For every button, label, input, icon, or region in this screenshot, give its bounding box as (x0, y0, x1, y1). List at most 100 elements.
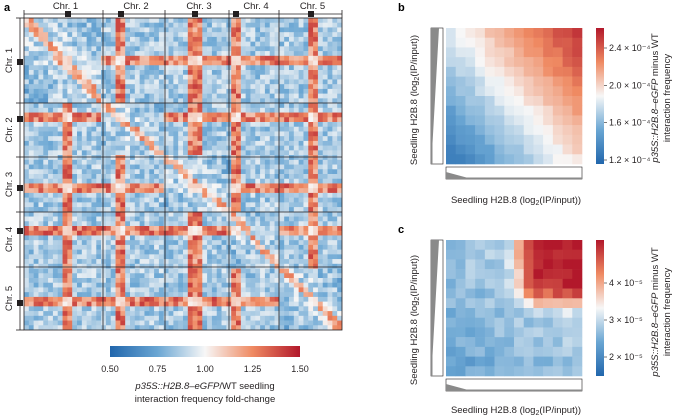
heatmap-cell (28, 178, 34, 184)
heatmap-cell (120, 155, 126, 161)
heatmap-cell (48, 230, 54, 236)
heatmap-cell (154, 88, 160, 94)
heatmap-cell (86, 74, 92, 80)
heatmap-cell (120, 287, 126, 293)
heatmap-cell (158, 278, 165, 284)
heatmap-cell (298, 112, 304, 118)
heatmap-cell (337, 136, 342, 142)
heatmap-cell (43, 249, 49, 255)
chromosome-label-top: Chr. 2 (123, 1, 148, 12)
saddle-cell (484, 366, 495, 377)
heatmap-cell (255, 159, 261, 165)
heatmap-cell (279, 226, 285, 232)
heatmap-cell (57, 174, 63, 180)
heatmap-cell (110, 136, 116, 142)
heatmap-cell (48, 207, 54, 213)
heatmap-cell (105, 112, 112, 118)
saddle-cell (552, 144, 563, 155)
heatmap-cell (264, 159, 271, 165)
heatmap-cell (183, 221, 189, 227)
heatmap-cell (284, 240, 290, 246)
heatmap-cell (67, 46, 73, 52)
heatmap-cell (105, 325, 112, 330)
heatmap-cell (105, 178, 112, 184)
heatmap-cell (43, 136, 49, 142)
heatmap-cell (125, 315, 131, 321)
heatmap-cell (322, 320, 328, 326)
heatmap-cell (245, 315, 251, 321)
heatmap-cell (245, 60, 251, 66)
heatmap-cell (24, 169, 30, 175)
heatmap-cell (86, 292, 92, 298)
heatmap-cell (269, 27, 275, 33)
heatmap-cell (236, 22, 242, 28)
heatmap-cell (57, 296, 63, 302)
heatmap-cell (245, 164, 251, 170)
heatmap-cell (28, 226, 34, 232)
heatmap-cell (317, 188, 324, 194)
saddle-cell (514, 96, 525, 107)
heatmap-cell (207, 112, 213, 118)
heatmap-cell (48, 70, 54, 76)
heatmap-cell (144, 169, 150, 175)
heatmap-cell (38, 226, 44, 232)
heatmap-cell (289, 282, 295, 288)
heatmap-cell (332, 22, 338, 28)
heatmap-cell (269, 249, 275, 255)
heatmap-cell (250, 32, 256, 38)
heatmap-cell (240, 244, 246, 250)
heatmap-cell (308, 230, 314, 236)
heatmap-cell (86, 263, 92, 269)
heatmap-cell (48, 216, 54, 222)
heatmap-cell (308, 84, 314, 90)
heatmap-cell (260, 188, 266, 194)
heatmap-cell (202, 126, 208, 132)
saddle-cell (504, 308, 515, 319)
heatmap-cell (255, 164, 261, 170)
heatmap-cell (284, 174, 290, 180)
heatmap-cell (130, 107, 136, 113)
heatmap-cell (221, 164, 227, 170)
heatmap-cell (322, 211, 328, 217)
heatmap-cell (144, 202, 150, 208)
heatmap-cell (125, 216, 131, 222)
heatmap-cell (28, 207, 34, 213)
heatmap-cell (163, 174, 169, 180)
heatmap-cell (192, 98, 198, 104)
panel-b-heatmap (446, 28, 583, 165)
heatmap-cell (274, 103, 280, 109)
saddle-cell (475, 144, 486, 155)
heatmap-cell (28, 55, 34, 61)
heatmap-cell (289, 259, 295, 265)
heatmap-cell (115, 311, 121, 317)
heatmap-cell (67, 174, 73, 180)
heatmap-cell (211, 93, 218, 99)
heatmap-cell (207, 207, 213, 213)
heatmap-cell (216, 263, 222, 269)
heatmap-cell (313, 88, 319, 94)
heatmap-cell (67, 296, 73, 302)
heatmap-cell (120, 93, 126, 99)
heatmap-cell (38, 46, 44, 52)
heatmap-cell (173, 178, 179, 184)
heatmap-cell (289, 140, 295, 146)
heatmap-cell (332, 188, 338, 194)
saddle-cell (484, 57, 495, 68)
heatmap-cell (221, 150, 227, 156)
saddle-cell (523, 37, 534, 48)
left-marginal-distribution (431, 28, 439, 164)
heatmap-cell (125, 183, 131, 189)
heatmap-cell (250, 301, 256, 307)
heatmap-cell (207, 51, 213, 57)
heatmap-cell (192, 140, 198, 146)
heatmap-cell (144, 301, 150, 307)
heatmap-cell (163, 150, 169, 156)
heatmap-cell (91, 74, 97, 80)
heatmap-cell (255, 325, 261, 330)
heatmap-cell (207, 145, 213, 151)
heatmap-cell (260, 164, 266, 170)
heatmap-cell (240, 273, 246, 279)
heatmap-cell (332, 202, 338, 208)
heatmap-cell (183, 126, 189, 132)
saddle-cell (484, 249, 495, 260)
